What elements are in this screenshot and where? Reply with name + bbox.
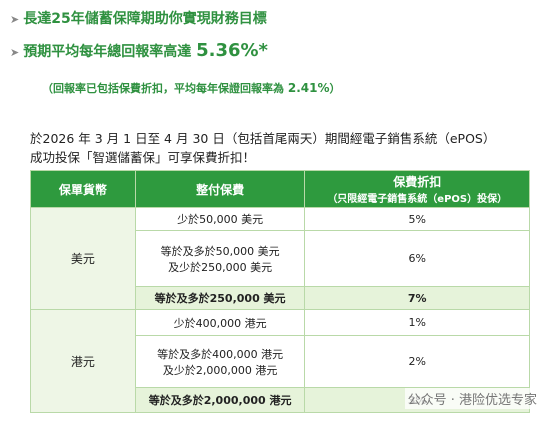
bullet: ➤ 長達25年儲蓄保障期助你實現財務目標 — [10, 11, 267, 27]
header: 保單貨幣 — [30, 170, 136, 208]
premium: 少於400,000 港元 — [134, 309, 306, 336]
discount: 1% — [304, 309, 530, 336]
currency: 港元 — [30, 309, 136, 413]
highlight: 5.36%* — [196, 40, 268, 61]
note-text: ） — [329, 82, 341, 95]
discount: 5% — [304, 207, 530, 231]
premium: 等於及多於50,000 美元 及少於250,000 美元 — [134, 230, 306, 287]
bullet: ➤ 預期平均每年總回報率高達 5.36%* — [10, 40, 268, 61]
note-highlight: 2.41% — [287, 81, 330, 95]
premium-line: 少於50,000 美元 — [177, 213, 264, 226]
note: （回報率已包括保費折扣，平均每年保證回報率為 2.41%） — [42, 80, 340, 96]
currency: 美元 — [30, 207, 136, 310]
header: 保費折扣 （只限經電子銷售系統（ePOS）投保） — [304, 170, 530, 208]
intro-line: 成功投保「智選儲蓄保」可享保費折扣！ — [30, 150, 256, 165]
premium: 等於及多於400,000 港元 及少於2,000,000 港元 — [134, 335, 306, 388]
discount-table: 保單貨幣 整付保費 保費折扣 （只限經電子銷售系統（ePOS）投保） 美元 少於50,0… — [30, 170, 530, 413]
premium-line: 少於400,000 港元 — [173, 316, 267, 330]
discount: 2% — [304, 335, 530, 388]
header-subtitle: （只限經電子銷售系統（ePOS）投保） — [327, 194, 508, 205]
premium: 等於及多於250,000 美元 — [134, 286, 306, 310]
premium-line: 等於及多於400,000 港元 — [157, 347, 284, 361]
bullet-text: 預期平均每年總回報率高達 — [23, 44, 192, 60]
watermark: 公众号 · 港险优选专家 — [404, 388, 540, 409]
intro-line: 於2026 年 3 月 1 日至 4 月 30 日（包括首尾兩天）期間經電子銷售… — [30, 131, 496, 146]
premium: 等於及多於2,000,000 港元 — [134, 387, 306, 413]
premium-line: 及少於250,000 美元 — [168, 260, 273, 274]
premium-line: 等於及多於50,000 美元 — [160, 244, 280, 258]
premium: 少於50,000 美元 — [134, 207, 306, 231]
header-title: 保費折扣 — [393, 175, 442, 189]
premium-line: 等於及多於250,000 美元 — [154, 292, 286, 305]
header: 整付保費 — [134, 170, 306, 208]
discount: 6% — [304, 230, 530, 287]
discount: 7% — [304, 286, 530, 310]
note-text: （回報率已包括保費折扣，平均每年保證回報率為 — [42, 82, 284, 95]
premium-line: 及少於2,000,000 港元 — [162, 363, 278, 377]
premium-line: 等於及多於2,000,000 港元 — [148, 394, 292, 407]
bullet-text: 長達25年儲蓄保障期助你實現財務目標 — [23, 11, 267, 27]
